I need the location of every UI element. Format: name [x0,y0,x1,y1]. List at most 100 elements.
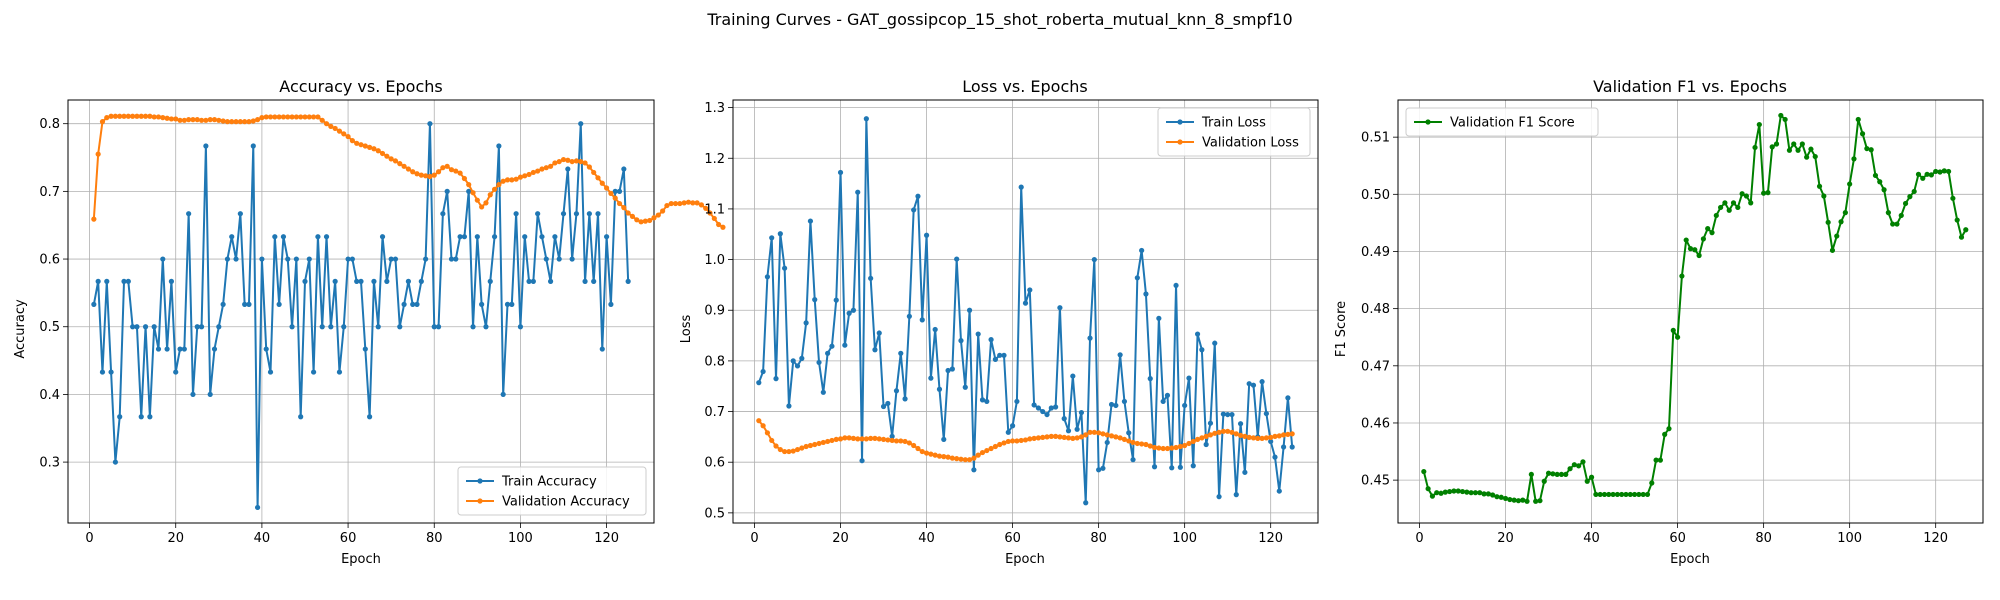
plot-frame [67,99,655,524]
data-point [863,116,869,122]
data-point [799,355,805,361]
data-point [1117,435,1123,441]
data-point [104,115,110,121]
data-point [461,234,468,240]
data-point [1472,490,1479,496]
data-point [807,442,814,449]
data-point [1558,471,1565,478]
data-point [837,436,844,442]
data-point [440,165,446,171]
y-tick-label: 1.2 [704,152,725,167]
data-point [375,324,381,330]
data-point [1117,352,1123,358]
data-point [168,278,175,284]
data-point [1907,194,1913,200]
data-point [958,456,964,462]
data-point [923,450,930,456]
legend-label: Train Loss [1201,116,1266,131]
data-point [664,202,670,209]
data-point [401,301,407,307]
data-point [354,140,360,146]
data-point [949,455,955,461]
data-point [1173,282,1179,289]
data-point [1070,373,1076,379]
data-point [151,114,157,120]
data-point [885,437,891,443]
legend-swatch-marker [1177,139,1183,145]
data-point [1229,429,1235,435]
legend-label: Validation Loss [1202,136,1299,151]
data-point [1498,494,1504,500]
data-point [829,437,835,444]
data-point [1280,444,1287,450]
data-point [1550,471,1556,477]
data-point [319,324,325,330]
data-point [911,207,917,213]
data-point [565,166,571,172]
data-point [1255,435,1261,441]
data-point [1773,141,1780,147]
data-point [855,436,861,442]
x-tick-label: 120 [1923,531,1948,546]
data-point [1156,315,1162,321]
data-point [104,278,110,284]
data-point [543,165,549,171]
x-tick-label: 100 [1172,531,1197,546]
data-point [539,234,545,240]
data-point [889,437,895,444]
data-point [698,202,705,208]
data-point [820,389,826,395]
data-point [164,346,170,352]
data-point [1091,429,1097,435]
data-point [1070,435,1076,441]
data-point [496,143,502,149]
data-point [859,436,865,442]
data-point [138,113,144,119]
data-point [1177,464,1183,470]
data-point [375,148,381,154]
data-point [621,166,627,172]
data-point [194,324,200,330]
data-point [267,369,274,375]
data-point [358,142,364,148]
data-point [280,114,287,120]
data-point [311,114,317,120]
data-point [1207,420,1214,426]
data-point [1186,375,1192,381]
data-point [932,452,938,458]
data-point [298,114,304,120]
data-point [573,211,580,217]
data-point [812,441,818,448]
data-point [134,324,140,330]
data-point [556,158,562,165]
data-point [777,446,783,453]
data-point [954,456,960,462]
data-point [298,414,304,420]
data-point [1933,168,1939,175]
data-point [997,441,1003,448]
data-point [1194,436,1201,443]
data-point [423,256,429,262]
data-point [1113,402,1119,409]
y-tick-label: 0.8 [39,117,60,132]
data-point [1074,435,1080,441]
data-point [130,113,136,119]
data-point [371,146,377,152]
data-point [535,211,541,217]
data-point [211,346,218,352]
data-point [1554,471,1560,478]
data-point [1194,331,1201,337]
data-point [1276,488,1282,494]
data-point [509,301,515,307]
data-point [341,324,347,330]
data-point [323,234,330,240]
data-point [842,435,848,441]
data-point [1130,439,1136,446]
data-point [552,234,558,240]
data-point [1216,429,1222,435]
data-point [608,190,614,196]
data-point [1044,434,1050,440]
data-point [923,232,930,238]
data-point [112,459,118,465]
data-point [1696,252,1702,259]
